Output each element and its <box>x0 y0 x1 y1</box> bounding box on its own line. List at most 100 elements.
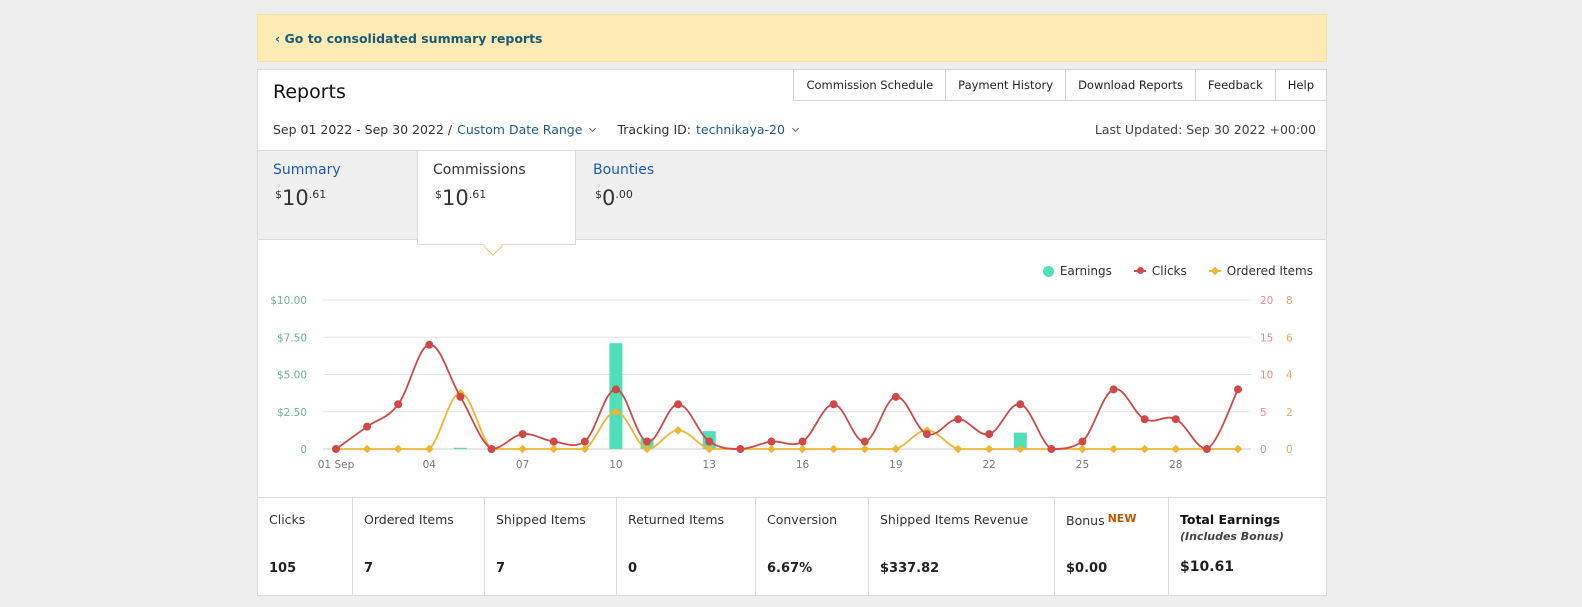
clicks-point <box>643 437 652 446</box>
tab-summary-value: $10.61 <box>275 186 327 210</box>
x-tick-label: 22 <box>982 459 995 471</box>
y-tick-label-items: 2 <box>1286 407 1293 419</box>
payment-history-link[interactable]: Payment History <box>945 69 1067 101</box>
clicks-point <box>705 437 714 446</box>
clicks-point <box>736 445 745 453</box>
clicks-point <box>985 430 994 439</box>
tab-bounties[interactable]: Bounties $0.00 <box>578 151 738 241</box>
clicks-point <box>425 340 434 349</box>
ordered-items-point <box>704 444 714 454</box>
ordered-items-point <box>953 444 963 454</box>
y-tick-label-left: $10.00 <box>270 295 307 307</box>
ordered-items-point <box>1016 444 1025 454</box>
ordered-items-point <box>1109 444 1118 454</box>
clicks-swatch <box>1133 267 1146 274</box>
clicks-point <box>1202 445 1211 453</box>
x-tick-label: 01 Sep <box>318 459 355 471</box>
x-tick-label: 19 <box>889 459 902 471</box>
clicks-point <box>860 437 869 446</box>
clicks-point <box>891 392 900 401</box>
ordered-items-point <box>829 444 838 454</box>
clicks-point <box>332 445 340 453</box>
consolidated-reports-banner: ‹ Go to consolidated summary reports <box>257 14 1327 62</box>
report-filters: Sep 01 2022 - Sep 30 2022 / Custom Date … <box>273 122 799 137</box>
y-tick-label-items: 8 <box>1286 295 1293 307</box>
tab-summary[interactable]: Summary $10.61 <box>258 151 418 241</box>
clicks-point <box>1016 400 1025 409</box>
page-title: Reports <box>273 81 346 103</box>
clicks-point <box>363 422 372 431</box>
clicks-point <box>767 437 776 446</box>
commission-schedule-link[interactable]: Commission Schedule <box>793 69 947 101</box>
stat-ordered-items: Ordered Items 7 <box>353 498 485 596</box>
stat-conversion: Conversion 6.67% <box>756 498 869 596</box>
tracking-id-dropdown[interactable]: technikaya-20 <box>695 122 785 137</box>
clicks-point <box>456 392 465 401</box>
ordered-items-point <box>1171 444 1181 454</box>
clicks-point <box>674 400 683 409</box>
y-tick-label-clicks: 0 <box>1260 444 1267 456</box>
tab-commissions-label: Commissions <box>433 162 526 178</box>
x-tick-label: 10 <box>609 459 622 471</box>
earnings-swatch <box>1042 265 1054 277</box>
y-tick-label-items: 4 <box>1286 370 1293 382</box>
date-range-dropdown[interactable]: Custom Date Range <box>457 122 583 137</box>
clicks-point <box>954 415 963 424</box>
ordered-items-point <box>611 407 621 416</box>
ordered-items-swatch <box>1208 266 1221 276</box>
clicks-point <box>1109 385 1118 394</box>
earnings-bar <box>609 343 623 449</box>
new-badge: NEW <box>1107 512 1137 525</box>
chevron-down-icon[interactable] <box>791 124 799 132</box>
clicks-point <box>1234 385 1242 394</box>
clicks-point <box>1140 415 1149 424</box>
legend-clicks[interactable]: Clicks <box>1133 264 1187 278</box>
ordered-items-point <box>1233 444 1243 454</box>
y-tick-label-left: $5.00 <box>277 370 307 382</box>
clicks-point <box>922 430 931 439</box>
stat-shipped-revenue: Shipped Items Revenue $337.82 <box>869 498 1055 596</box>
ordered-items-point <box>891 444 901 454</box>
clicks-point <box>394 400 403 409</box>
legend-earnings[interactable]: Earnings <box>1042 264 1112 278</box>
tab-commissions[interactable]: Commissions $10.61 <box>417 151 576 256</box>
help-link[interactable]: Help <box>1274 69 1327 101</box>
stat-bonus: Bonus NEW $0.00 <box>1055 498 1169 596</box>
clicks-point <box>798 437 807 446</box>
y-tick-label-clicks: 5 <box>1260 407 1267 419</box>
stat-shipped-items: Shipped Items 7 <box>485 498 617 596</box>
ordered-items-point <box>673 426 683 435</box>
y-tick-label-left: $2.50 <box>277 407 307 419</box>
ordered-items-point <box>393 444 403 454</box>
y-tick-label-clicks: 15 <box>1260 332 1273 344</box>
y-tick-label-clicks: 10 <box>1260 370 1273 382</box>
clicks-point <box>1047 445 1056 453</box>
tab-bounties-value: $0.00 <box>595 186 633 210</box>
y-tick-label-left: 0 <box>300 444 307 456</box>
clicks-point <box>549 437 558 446</box>
feedback-link[interactable]: Feedback <box>1195 69 1276 101</box>
y-tick-label-clicks: 20 <box>1260 295 1273 307</box>
download-reports-link[interactable]: Download Reports <box>1065 69 1197 101</box>
x-tick-label: 04 <box>423 459 437 471</box>
ordered-items-point <box>362 444 372 454</box>
clicks-point <box>611 385 620 394</box>
consolidated-reports-link[interactable]: ‹ Go to consolidated summary reports <box>275 31 543 46</box>
clicks-line <box>335 343 1239 450</box>
x-tick-label: 16 <box>796 459 810 471</box>
ordered-items-point <box>1140 444 1149 454</box>
x-tick-label: 13 <box>703 459 716 471</box>
clicks-point <box>487 445 496 453</box>
clicks-point <box>829 400 838 409</box>
clicks-point <box>518 430 527 439</box>
tab-summary-label: Summary <box>273 162 341 178</box>
stats-row: Clicks 105 Ordered Items 7 Shipped Items… <box>258 497 1326 596</box>
y-tick-label-items: 0 <box>1286 444 1293 456</box>
chevron-down-icon[interactable] <box>589 124 597 132</box>
clicks-point <box>580 437 589 446</box>
x-tick-label: 28 <box>1169 459 1182 471</box>
ordered-items-point <box>860 444 870 454</box>
tab-bounties-label: Bounties <box>593 162 655 178</box>
legend-ordered-items[interactable]: Ordered Items <box>1208 264 1313 278</box>
y-tick-label-left: $7.50 <box>277 332 307 344</box>
